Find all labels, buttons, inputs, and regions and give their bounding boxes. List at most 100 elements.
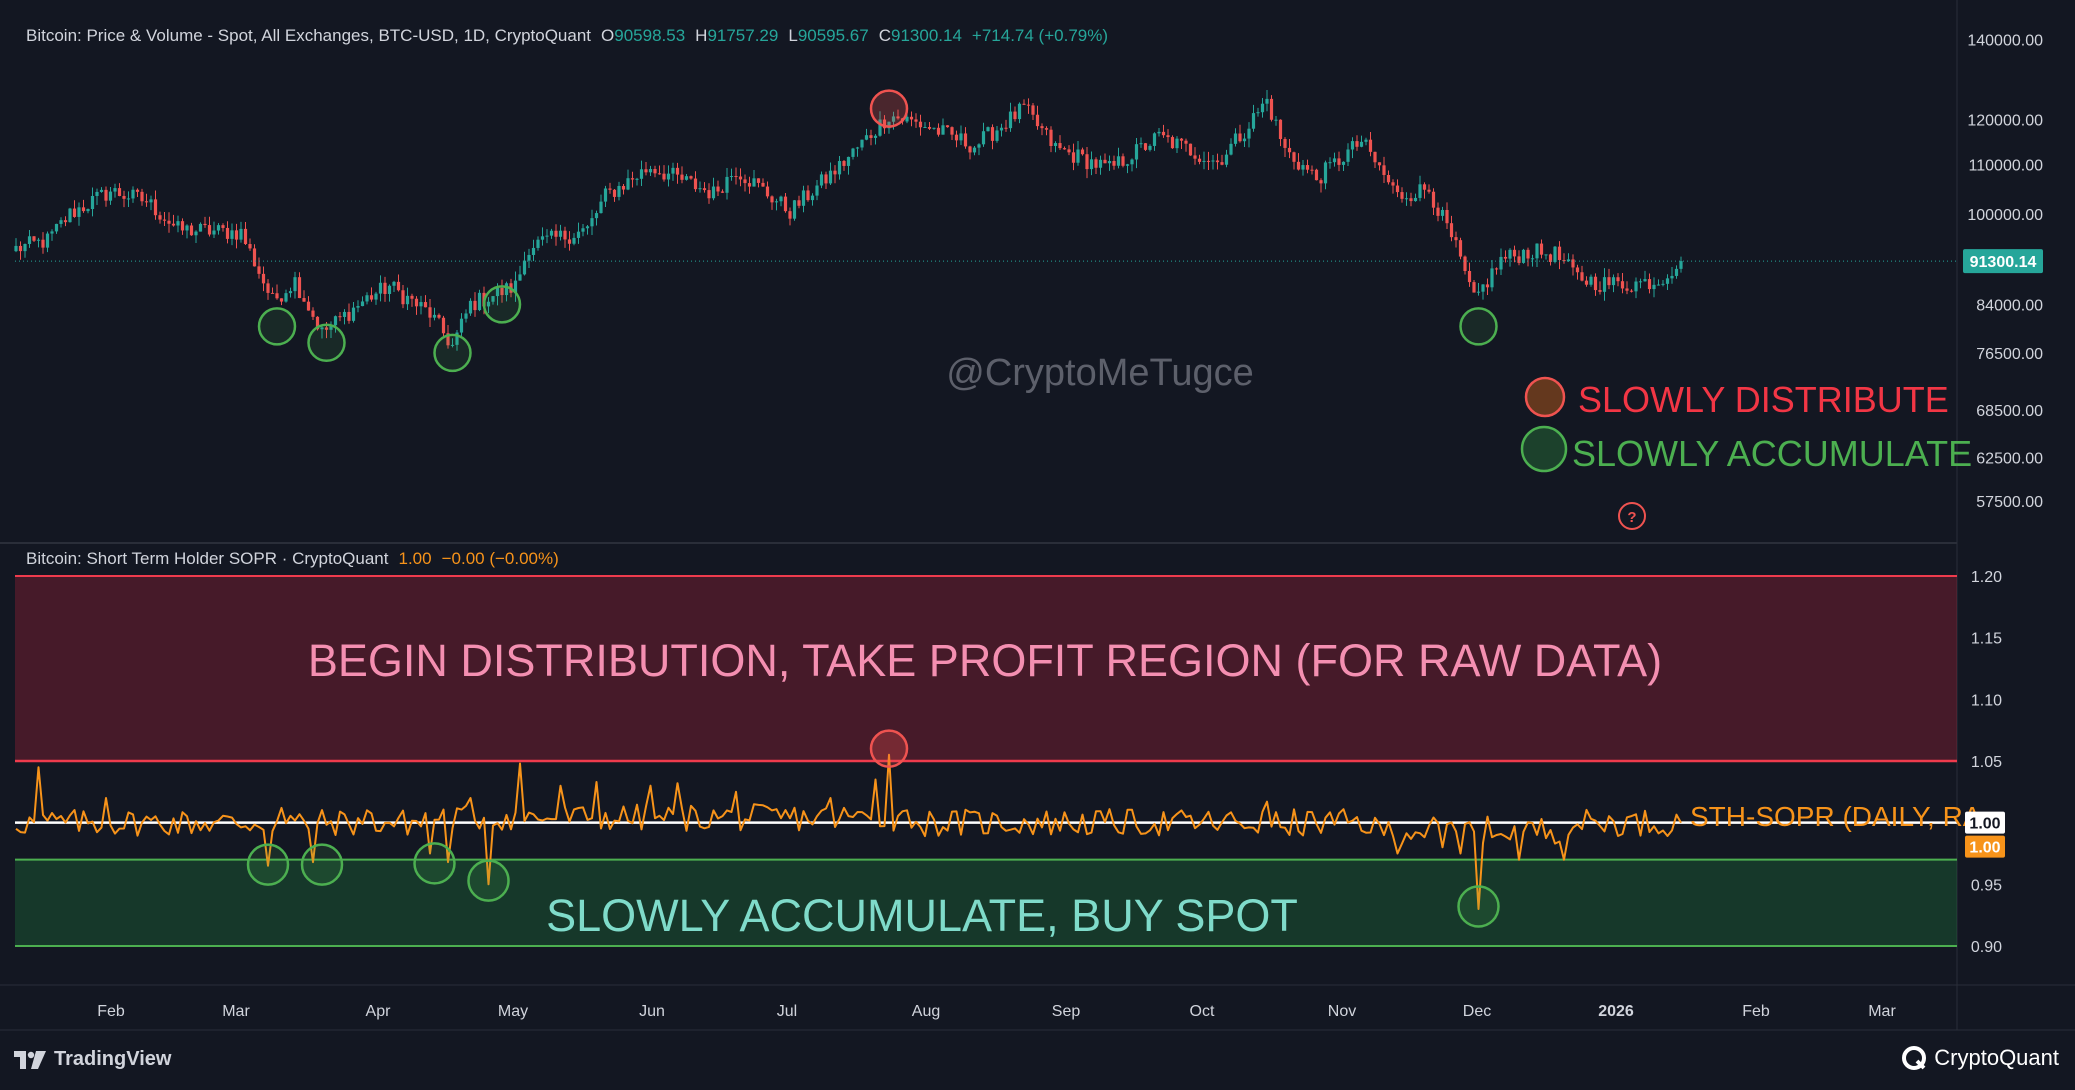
question-icon	[1618, 502, 1646, 530]
candle-body	[824, 174, 828, 184]
candle-body	[1310, 169, 1314, 171]
x-tick-label: Jun	[639, 1003, 665, 1020]
candle-body	[1247, 128, 1251, 139]
candle-body	[563, 230, 567, 240]
candle-body	[666, 173, 671, 180]
candle-body	[1404, 198, 1409, 200]
candle-body	[585, 226, 590, 229]
candle-body	[734, 176, 738, 178]
candle-body	[423, 302, 428, 308]
candle-body	[720, 191, 725, 193]
sopr-last-badge-label: 1.00	[1969, 840, 2000, 857]
watermark: @CryptoMeTugce	[946, 352, 1254, 394]
candle-body	[81, 207, 86, 212]
candle-body	[302, 298, 306, 302]
candle-body	[518, 274, 522, 281]
price-y-tick-label: 57500.00	[1976, 494, 2043, 511]
accumulate-legend-label: SLOWLY ACCUMULATE	[1572, 433, 1972, 474]
candle-body	[419, 302, 423, 307]
cryptoquant-logo[interactable]: CryptoQuant	[1902, 1045, 2059, 1071]
accumulate-marker	[433, 333, 472, 373]
candle-body	[770, 196, 774, 203]
candle-body	[1206, 160, 1211, 162]
candle-body	[1179, 138, 1184, 141]
price-markers	[257, 89, 1498, 373]
candle-body	[41, 239, 45, 248]
price-y-tick-label: 110000.00	[1969, 157, 2044, 174]
candle-body	[1368, 139, 1373, 152]
candle-body	[1157, 131, 1161, 134]
candle-body	[1526, 249, 1530, 259]
candle-body	[1175, 138, 1179, 149]
candle-body	[941, 125, 945, 135]
candle-body	[761, 182, 765, 187]
candle-body	[729, 176, 734, 178]
candle-body	[1089, 159, 1094, 170]
candle-body	[1535, 243, 1539, 259]
candle-body	[1440, 209, 1445, 216]
candle-body	[1607, 277, 1611, 286]
distribute-legend-label: SLOWLY DISTRIBUTE	[1578, 379, 1949, 420]
candle-body	[126, 198, 131, 200]
candle-body	[1481, 284, 1485, 292]
tradingview-logo[interactable]: TradingView	[14, 1048, 171, 1071]
candle-body	[347, 311, 351, 321]
candle-body	[32, 236, 36, 241]
candle-body	[441, 317, 446, 334]
candle-body	[1634, 281, 1638, 292]
candle-body	[1058, 143, 1062, 149]
candle-body	[662, 173, 666, 180]
candle-body	[369, 295, 374, 300]
candle-body	[891, 116, 896, 122]
candle-body	[603, 188, 608, 202]
candle-body	[1328, 162, 1332, 164]
candle-body	[653, 169, 657, 174]
candle-body	[473, 300, 477, 311]
candle-body	[1116, 156, 1121, 166]
candle-body	[387, 285, 392, 294]
x-tick-label: 2026	[1598, 1003, 1634, 1020]
candle-body	[1494, 268, 1499, 270]
candle-body	[1625, 288, 1629, 291]
price-y-tick-label: 120000.00	[1967, 112, 2043, 129]
candle-body	[738, 176, 743, 180]
candle-body	[882, 119, 887, 129]
candle-body	[869, 135, 873, 138]
candle-body	[684, 176, 689, 180]
candle-body	[1391, 182, 1395, 186]
sopr-series-label: STH-SOPR (DAILY, RA	[1690, 801, 1982, 832]
candle-body	[927, 126, 932, 129]
price-change: +714.74 (+0.79%)	[971, 26, 1109, 45]
accumulate-marker	[413, 842, 456, 885]
open-label: O	[601, 26, 615, 45]
candle-body	[522, 260, 527, 275]
distribution-band	[15, 576, 1957, 761]
candle-body	[968, 146, 972, 153]
candle-body	[995, 130, 999, 141]
candle-body	[936, 127, 941, 135]
sopr-line	[15, 753, 1682, 910]
candle-body	[1395, 185, 1400, 193]
candle-body	[693, 178, 698, 190]
candle-body	[1679, 261, 1683, 269]
candle-body	[842, 161, 846, 166]
candle-body	[819, 174, 824, 186]
candle-body	[1332, 158, 1337, 163]
candle-body	[50, 231, 54, 234]
candle-body	[90, 195, 95, 210]
candle-body	[1544, 254, 1548, 256]
candle-body	[612, 189, 617, 197]
candle-body	[1211, 160, 1215, 162]
candle-body	[680, 174, 684, 180]
candle-body	[963, 133, 968, 147]
sopr-legend: Bitcoin: Short Term Holder SOPR · Crypto…	[26, 549, 559, 569]
distribute-marker	[869, 89, 909, 128]
candle-body	[797, 200, 801, 206]
candle-body	[63, 220, 68, 223]
high-value: 91757.29	[707, 26, 779, 45]
candle-body	[333, 316, 338, 326]
candle-body	[1400, 192, 1404, 199]
candle-body	[1287, 147, 1292, 153]
candle-body	[360, 301, 365, 307]
